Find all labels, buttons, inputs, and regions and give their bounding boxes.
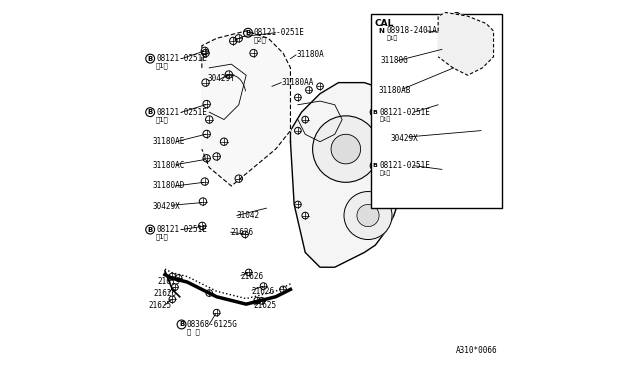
Text: B: B bbox=[148, 109, 153, 115]
Text: （1）: （1） bbox=[387, 35, 398, 41]
Circle shape bbox=[357, 205, 379, 227]
Circle shape bbox=[344, 192, 392, 240]
Text: 21626: 21626 bbox=[230, 228, 254, 237]
Text: CAL: CAL bbox=[374, 19, 394, 28]
Text: 30429X: 30429X bbox=[390, 134, 418, 142]
Text: A310*0066: A310*0066 bbox=[456, 346, 497, 355]
FancyBboxPatch shape bbox=[371, 14, 502, 208]
Text: （1）: （1） bbox=[156, 116, 169, 123]
Text: 31180G: 31180G bbox=[381, 56, 409, 65]
Text: 08121-0251E: 08121-0251E bbox=[156, 108, 207, 117]
Text: 21626: 21626 bbox=[153, 289, 176, 298]
Polygon shape bbox=[291, 83, 408, 267]
Text: 31180AB: 31180AB bbox=[378, 86, 411, 94]
Text: B: B bbox=[372, 163, 377, 168]
Text: （1）: （1） bbox=[380, 117, 391, 122]
Text: 08121-0251E: 08121-0251E bbox=[156, 225, 207, 234]
Text: （1）: （1） bbox=[156, 234, 169, 240]
Text: 30429Y: 30429Y bbox=[207, 74, 235, 83]
Text: 31180AA: 31180AA bbox=[281, 78, 314, 87]
Text: B: B bbox=[245, 30, 251, 36]
Polygon shape bbox=[438, 13, 493, 75]
Circle shape bbox=[312, 116, 379, 182]
Text: B: B bbox=[372, 110, 377, 115]
Text: （1）: （1） bbox=[380, 170, 391, 176]
Text: 08368-6125G: 08368-6125G bbox=[186, 320, 237, 329]
Text: （ ）: （ ） bbox=[187, 328, 200, 335]
Text: 30429X: 30429X bbox=[152, 202, 180, 211]
Text: 21625: 21625 bbox=[148, 301, 172, 311]
Circle shape bbox=[331, 134, 360, 164]
Text: 08918-2401A: 08918-2401A bbox=[387, 26, 438, 35]
Text: 31180A: 31180A bbox=[296, 51, 324, 60]
Text: 08121-0251E: 08121-0251E bbox=[380, 108, 431, 117]
Text: 21619: 21619 bbox=[157, 278, 180, 286]
Text: （1）: （1） bbox=[156, 63, 169, 69]
Text: 21626: 21626 bbox=[252, 287, 275, 296]
Text: N: N bbox=[378, 28, 384, 34]
Text: 31042: 31042 bbox=[237, 211, 260, 220]
Text: 31180AD: 31180AD bbox=[152, 182, 184, 190]
Text: 31180AE: 31180AE bbox=[152, 137, 184, 146]
Polygon shape bbox=[202, 31, 291, 186]
Text: 08121-0251E: 08121-0251E bbox=[156, 54, 207, 63]
Text: B: B bbox=[148, 56, 153, 62]
Text: 08121-0251E: 08121-0251E bbox=[253, 28, 305, 37]
Text: 31180AC: 31180AC bbox=[152, 161, 184, 170]
Text: 21626: 21626 bbox=[241, 272, 264, 281]
Text: B: B bbox=[179, 321, 184, 327]
Text: 21625: 21625 bbox=[253, 301, 276, 311]
Text: B: B bbox=[148, 227, 153, 232]
Text: （2）: （2） bbox=[253, 37, 266, 44]
Text: 08121-0251E: 08121-0251E bbox=[380, 161, 431, 170]
